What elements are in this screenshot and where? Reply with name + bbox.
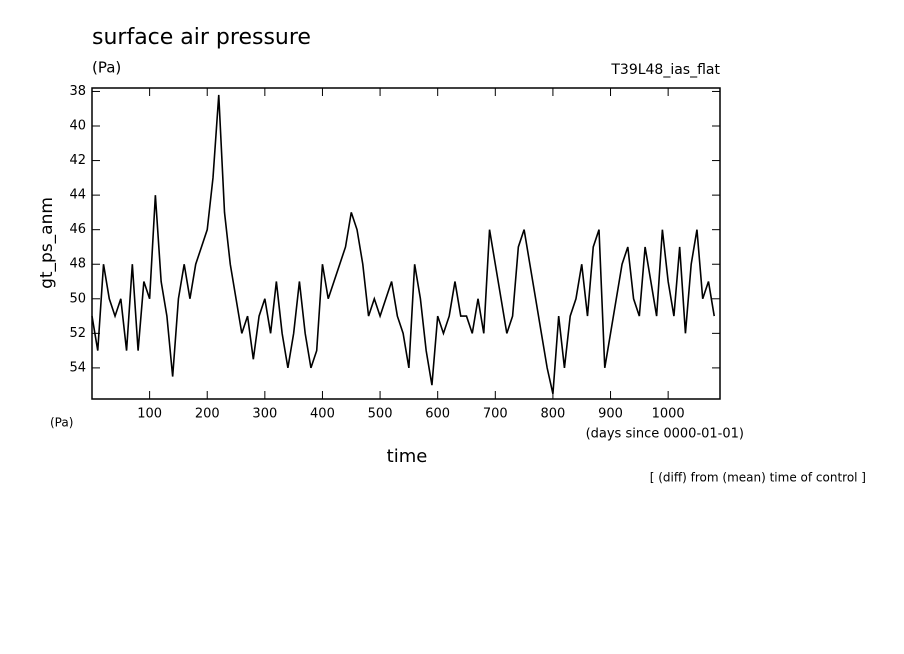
- x-tick-label: 900: [598, 407, 623, 422]
- x-tick-label: 800: [541, 407, 566, 422]
- x-unit: (Pa): [50, 416, 73, 430]
- y-tick-label: 46: [69, 222, 86, 237]
- y-tick-label: 38: [69, 84, 86, 99]
- x-tick-label: 500: [368, 407, 393, 422]
- y-tick-label: 54: [69, 360, 86, 375]
- y-tick-label: 52: [69, 326, 86, 341]
- x-axis-label: time: [387, 446, 428, 467]
- data-line: [91, 94, 716, 394]
- y-tick-label: 40: [69, 119, 86, 134]
- plot-frame: [91, 87, 721, 400]
- chart-title: surface air pressure: [92, 25, 311, 50]
- y-axis-label: gt_ps_anm: [37, 197, 57, 289]
- x-tick-label: 400: [310, 407, 335, 422]
- y-tick-label: 50: [69, 291, 86, 306]
- x-tick-label: 600: [425, 407, 450, 422]
- x-units-note: (days since 0000-01-01): [586, 427, 744, 442]
- x-tick-label: 700: [483, 407, 508, 422]
- footnote: [ (diff) from (mean) time of control ]: [650, 471, 866, 485]
- run-label: T39L48_ias_flat: [610, 62, 720, 78]
- x-tick-label: 300: [252, 407, 277, 422]
- y-tick-label: 44: [69, 188, 86, 203]
- y-tick-label: 42: [69, 153, 86, 168]
- y-unit: (Pa): [92, 59, 121, 77]
- x-tick-label: 100: [137, 407, 162, 422]
- y-tick-label: 48: [69, 257, 86, 272]
- x-tick-label: 200: [195, 407, 220, 422]
- x-tick-label: 1000: [652, 407, 685, 422]
